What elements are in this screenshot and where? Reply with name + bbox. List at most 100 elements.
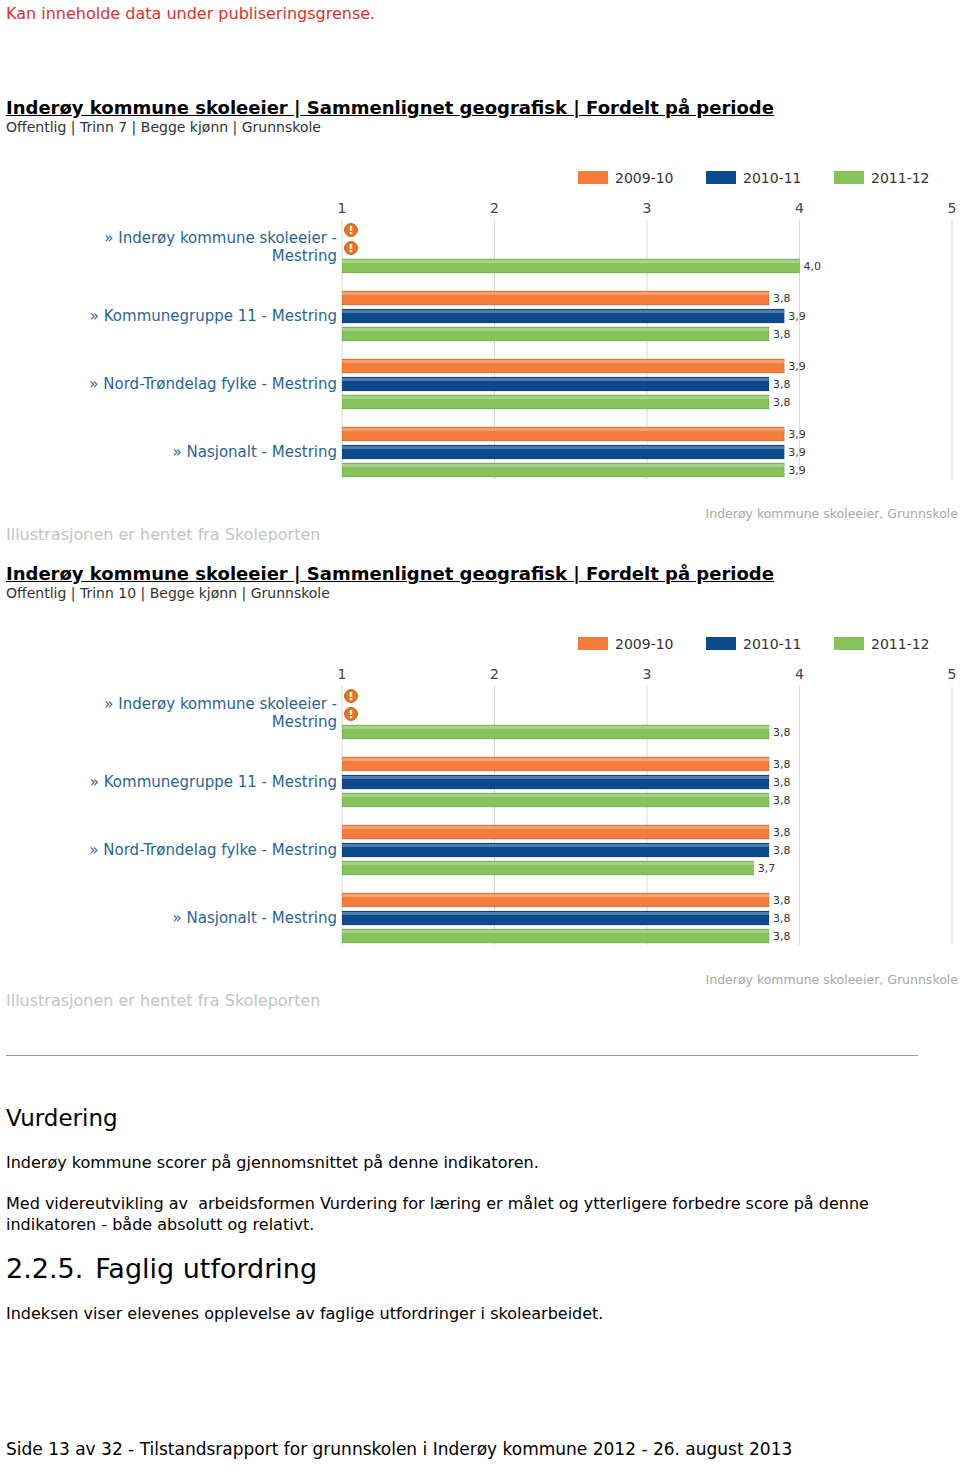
legend-swatch [706,171,736,184]
category-label: » Inderøy kommune skoleeier -Mestring [104,229,337,265]
missing-data-icon [345,708,358,721]
category-label-line: Mestring [272,247,337,265]
icon-circle [345,224,358,237]
bar [342,309,784,323]
data-label: 3,8 [773,292,791,305]
data-label: 4,0 [804,260,822,273]
bar-highlight [342,310,784,313]
bar-highlight [342,360,784,363]
icon-dot [350,232,352,234]
data-label: 3,8 [773,328,791,341]
bar [342,825,769,839]
data-label: 3,8 [773,844,791,857]
grid-line [952,686,953,945]
tick-label: 1 [338,666,347,682]
bar-highlight [342,396,769,399]
bar-highlight [342,862,754,865]
icon-circle [345,242,358,255]
bar [342,445,784,459]
paragraph: Inderøy kommune scorer på gjennomsnittet… [6,1152,891,1173]
category-label: » Nasjonalt - Mestring [173,443,337,461]
bar [342,377,769,391]
chart-title: Inderøy kommune skoleeier | Sammenlignet… [6,563,774,584]
bar [342,893,769,907]
credit-note: Inderøy kommune skoleeier, Grunnskole [706,972,959,987]
data-label: 3,8 [773,826,791,839]
data-label: 3,8 [773,726,791,739]
tick-label: 5 [948,200,957,216]
bars [342,725,769,943]
footer: Side 13 av 32 - Tilstandsrapport for gru… [6,1439,792,1459]
data-label: 3,9 [788,360,806,373]
tick-label: 4 [795,666,804,682]
bar [342,775,769,789]
bar-highlight [342,260,800,263]
data-label: 3,9 [788,464,806,477]
section-title: Faglig utfordring [95,1253,317,1284]
data-label: 3,8 [773,776,791,789]
legend-label: 2009-10 [615,636,674,652]
tick-label: 3 [643,666,652,682]
category-label-line: » Inderøy kommune skoleeier - [104,229,337,247]
legend-label: 2009-10 [615,170,674,186]
data-label: 3,9 [788,446,806,459]
data-label: 3,8 [773,758,791,771]
page: Kan inneholde data under publiseringsgre… [0,0,960,1465]
icon-dot [350,716,352,718]
bar [342,793,769,807]
bar-highlight [342,930,769,933]
bar-highlight [342,794,769,797]
icon-circle [345,708,358,721]
bar-highlight [342,912,769,915]
category-label: » Nasjonalt - Mestring [173,909,337,927]
bar [342,929,769,943]
tick-label: 3 [643,200,652,216]
bar-highlight [342,758,769,761]
bar-highlight [342,826,769,829]
bar [342,395,769,409]
chart: 2009-102010-112011-1212345» Inderøy komm… [0,626,960,1016]
bar [342,843,769,857]
data-label: 3,8 [773,794,791,807]
grid-line [952,220,953,479]
category-label: » Inderøy kommune skoleeier -Mestring [104,695,337,731]
bar [342,427,784,441]
bar-highlight [342,464,784,467]
bar-highlight [342,844,769,847]
section-text: Indeksen viser elevenes opplevelse av fa… [6,1304,603,1323]
bar-highlight [342,328,769,331]
labels: » Inderøy kommune skoleeier -Mestring 4,0… [89,224,821,477]
category-label-line: Mestring [272,713,337,731]
bar-highlight [342,776,769,779]
bar [342,359,784,373]
legend-swatch [578,637,608,650]
missing-data-icon [345,242,358,255]
tick-label: 2 [490,666,499,682]
icon-circle [345,690,358,703]
legend-swatch [578,171,608,184]
category-label: » Nord-Trøndelag fylke - Mestring [89,841,337,859]
chart-title: Inderøy kommune skoleeier | Sammenlignet… [6,97,774,118]
legend-label: 2011-12 [871,636,930,652]
labels: » Inderøy kommune skoleeier -Mestring 3,8… [89,690,790,943]
chart-subtitle: Offentlig | Trinn 10 | Begge kjønn | Gru… [6,585,330,601]
section-number: 2.2.5. [6,1253,83,1284]
bars [342,259,800,477]
tick-label: 4 [795,200,804,216]
data-label: 3,8 [773,894,791,907]
bar [342,327,769,341]
category-label: » Nord-Trøndelag fylke - Mestring [89,375,337,393]
icon-bar [350,710,352,715]
heading: Vurdering [6,1105,118,1131]
bar-highlight [342,428,784,431]
tick-label: 2 [490,200,499,216]
icon-dot [350,698,352,700]
missing-data-icon [345,224,358,237]
separator [6,1055,918,1056]
paragraph: Med videreutvikling av arbeidsformen Vur… [6,1193,891,1235]
data-label: 3,7 [758,862,776,875]
missing-data-icon [345,690,358,703]
chart: 2009-102010-112011-1212345» Inderøy komm… [0,160,960,550]
legend-swatch [706,637,736,650]
legend-label: 2011-12 [871,170,930,186]
